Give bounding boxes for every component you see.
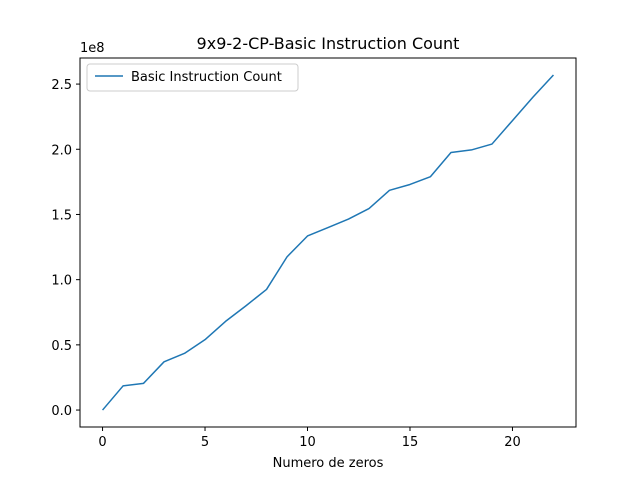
- x-tick-label: 0: [98, 435, 106, 450]
- legend-label: Basic Instruction Count: [131, 70, 282, 85]
- y-tick-label: 0.5: [51, 339, 72, 354]
- x-tick-label: 10: [299, 435, 316, 450]
- plot-area: [80, 58, 576, 427]
- x-axis-label: Numero de zeros: [273, 456, 384, 471]
- y-tick-label: 1.0: [51, 274, 72, 289]
- y-tick-label: 2.0: [51, 143, 72, 158]
- plot-frame: [79, 57, 577, 428]
- x-tick-label: 20: [504, 435, 521, 450]
- chart-title: 9x9-2-CP-Basic Instruction Count: [197, 34, 460, 53]
- legend-box: [86, 63, 299, 92]
- y-axis-ticks: 0.0 0.5 1.0 1.5 2.0 2.5: [51, 78, 80, 419]
- y-tick-label: 2.5: [51, 78, 72, 93]
- y-offset-label: 1e8: [80, 41, 105, 56]
- x-axis-ticks: 0 5 10 15 20: [98, 427, 521, 450]
- x-tick-label: 5: [201, 435, 209, 450]
- series-lines: [101, 74, 555, 411]
- legend: Basic Instruction Count: [86, 63, 299, 92]
- y-tick-label: 0.0: [51, 404, 72, 419]
- y-tick-label: 1.5: [51, 208, 72, 223]
- x-tick-label: 15: [402, 435, 419, 450]
